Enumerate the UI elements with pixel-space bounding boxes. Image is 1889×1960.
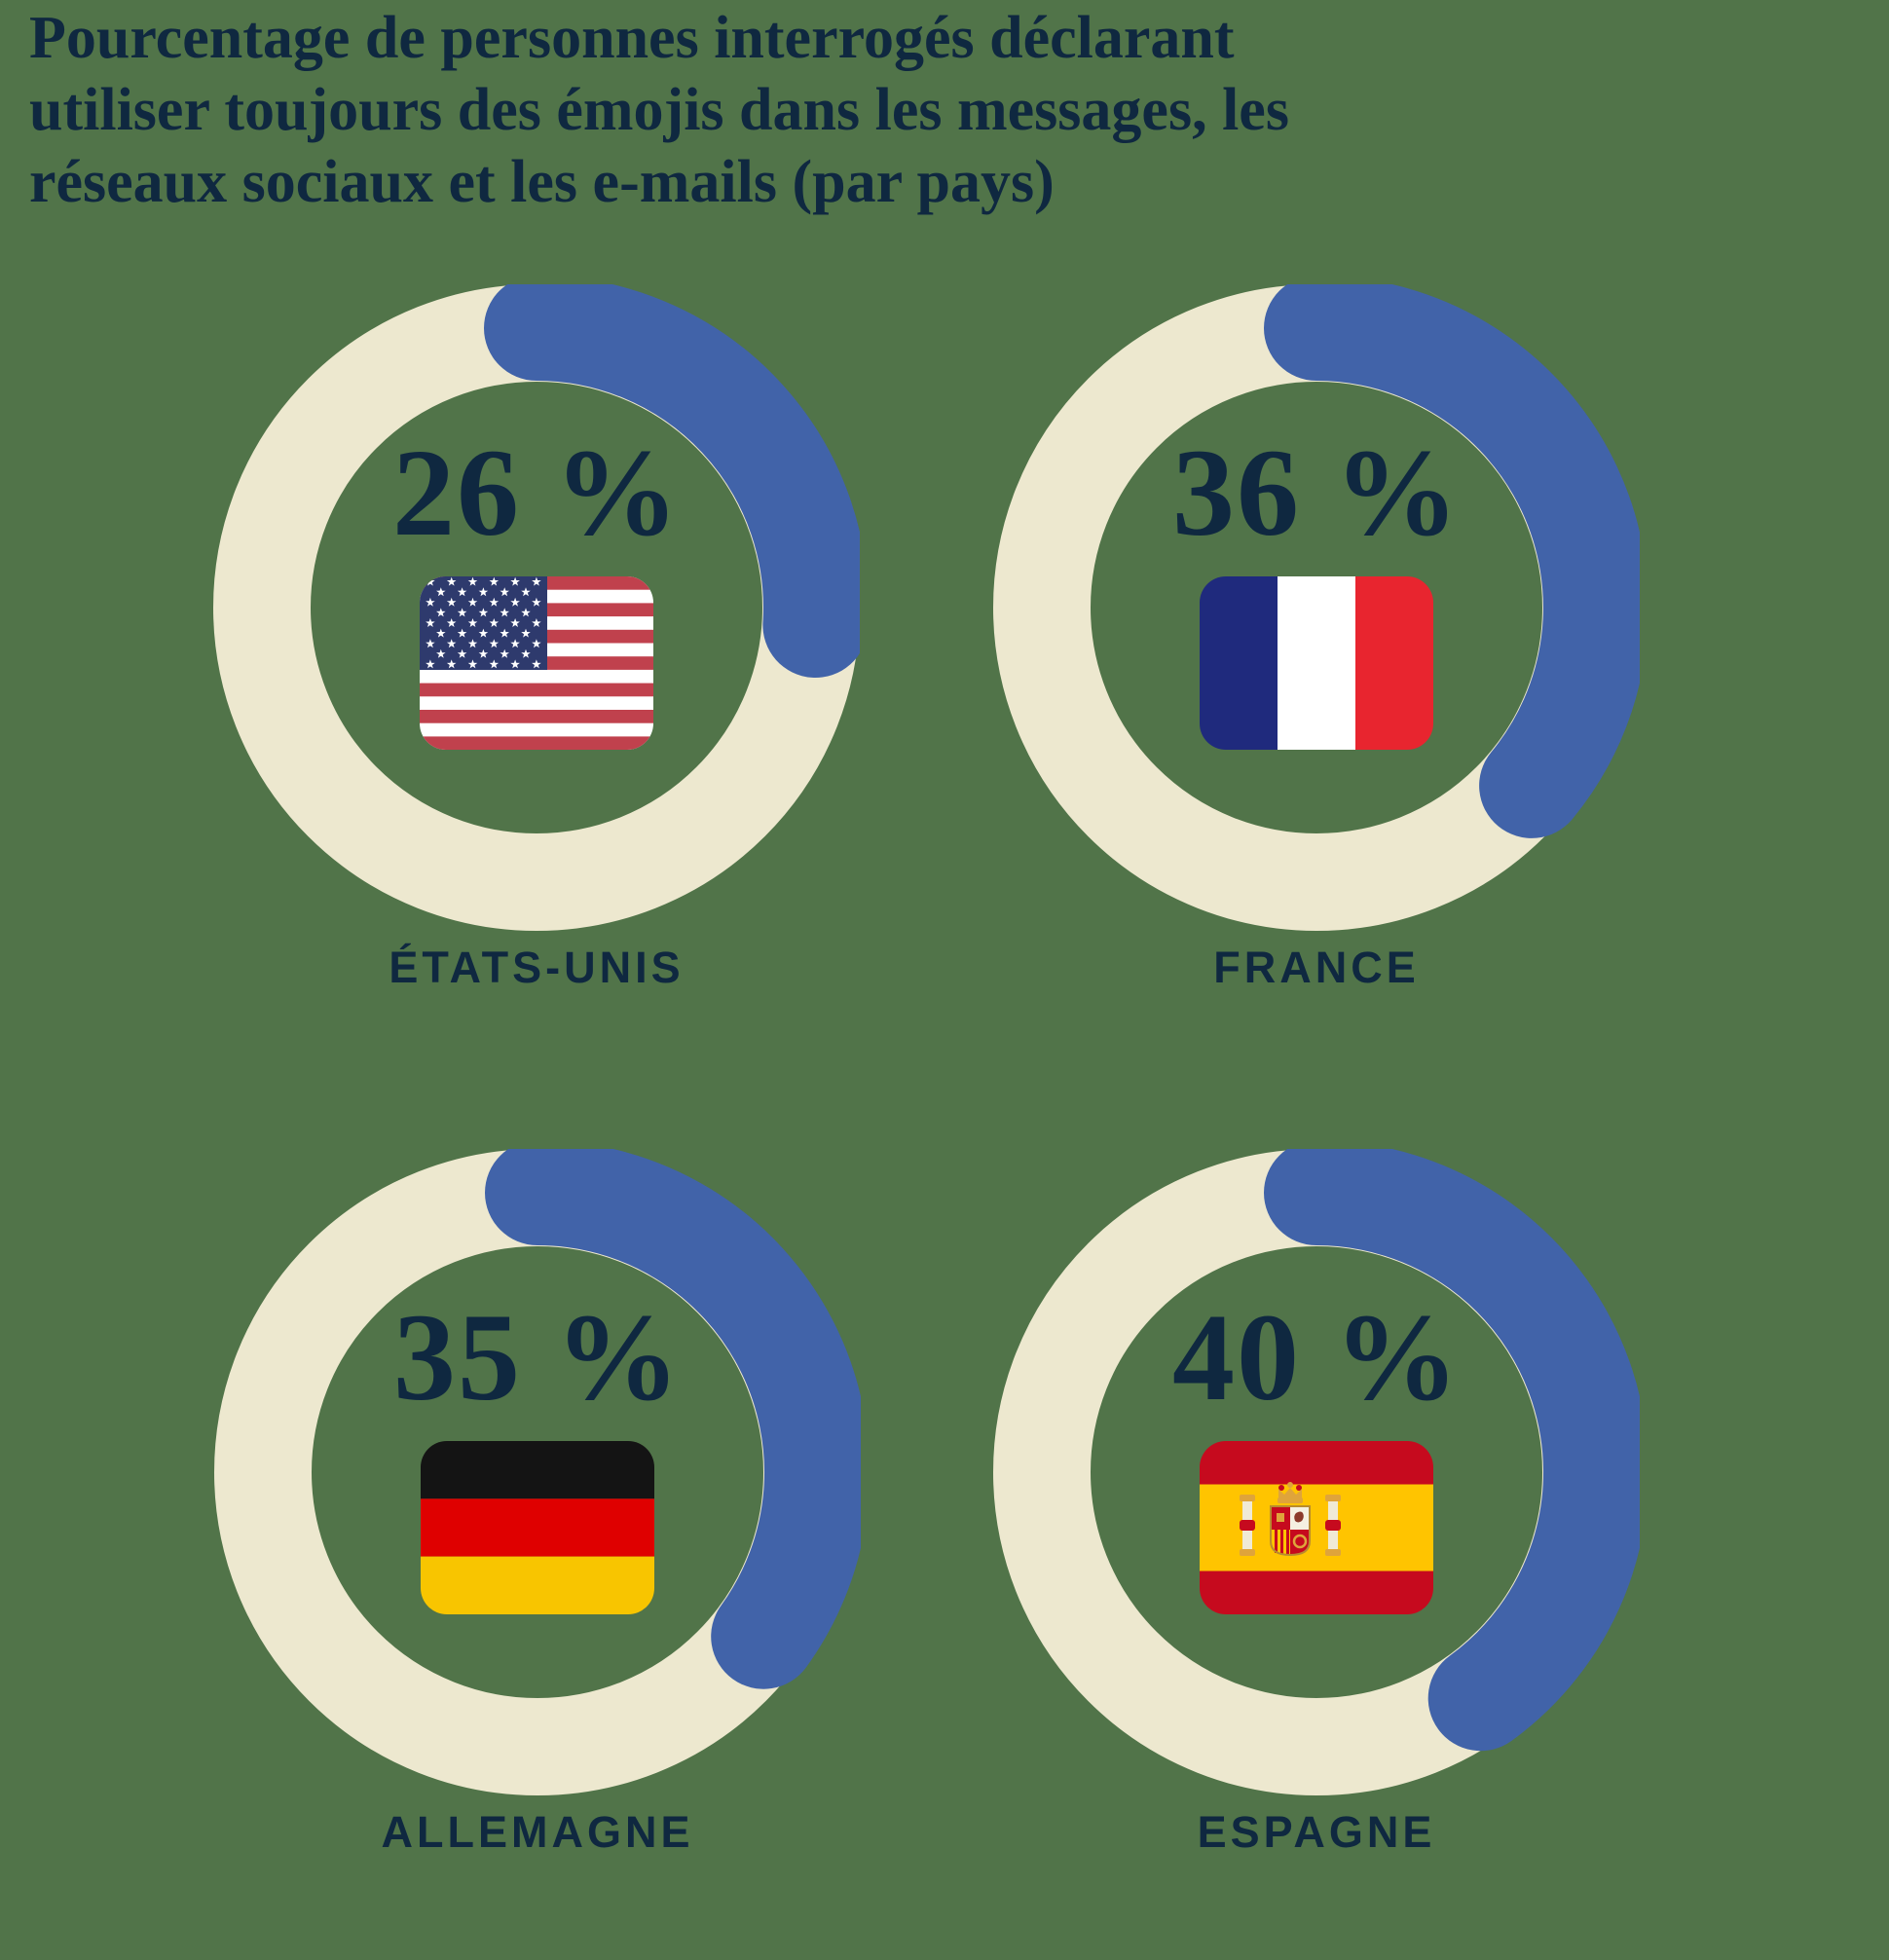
france-flag-icon: [1200, 576, 1433, 750]
germany-flag-icon: [421, 1441, 654, 1614]
donut-allemagne: 35 % ALLEMAGNE: [214, 1149, 861, 1871]
country-label-france: FRANCE: [1213, 943, 1420, 992]
donut-ring-france: [993, 284, 1640, 931]
country-label-etats-unis: ÉTATS-UNIS: [389, 943, 685, 992]
progress-arc: [484, 284, 860, 678]
percent-value: 40 %: [1172, 1288, 1461, 1426]
progress-arc: [1264, 284, 1640, 838]
donut-ring-espagne: [993, 1149, 1640, 1795]
donut-ring-etats-unis: [213, 284, 860, 931]
chart-title-line-1: Pourcentage de personnes interrogés décl…: [29, 5, 1235, 71]
us-flag-stars: [426, 576, 541, 669]
progress-arc: [1264, 1149, 1640, 1752]
spain-coat-of-arms: [1240, 1482, 1341, 1557]
chart-title-line-3: réseaux sociaux et les e-mails (par pays…: [29, 149, 1055, 215]
chart-title-line-2: utiliser toujours des émojis dans les me…: [29, 77, 1289, 143]
country-label-espagne: ESPAGNE: [1197, 1807, 1436, 1857]
progress-arc: [485, 1149, 861, 1689]
donut-france: 36 % FRANCE: [993, 284, 1640, 1007]
chart-title: Pourcentage de personnes interrogés décl…: [29, 2, 1289, 218]
spain-flag-icon: [1200, 1441, 1433, 1614]
percent-value: 36 %: [1172, 424, 1461, 562]
donut-espagne: 40 %: [993, 1149, 1640, 1871]
percent-value: 35 %: [393, 1288, 682, 1426]
us-flag-icon: [420, 576, 653, 750]
percent-value: 26 %: [392, 424, 681, 562]
donut-ring-allemagne: [214, 1149, 861, 1795]
donut-etats-unis: 26 % ÉTATS-UNIS: [213, 284, 860, 1007]
country-label-allemagne: ALLEMAGNE: [381, 1807, 694, 1857]
